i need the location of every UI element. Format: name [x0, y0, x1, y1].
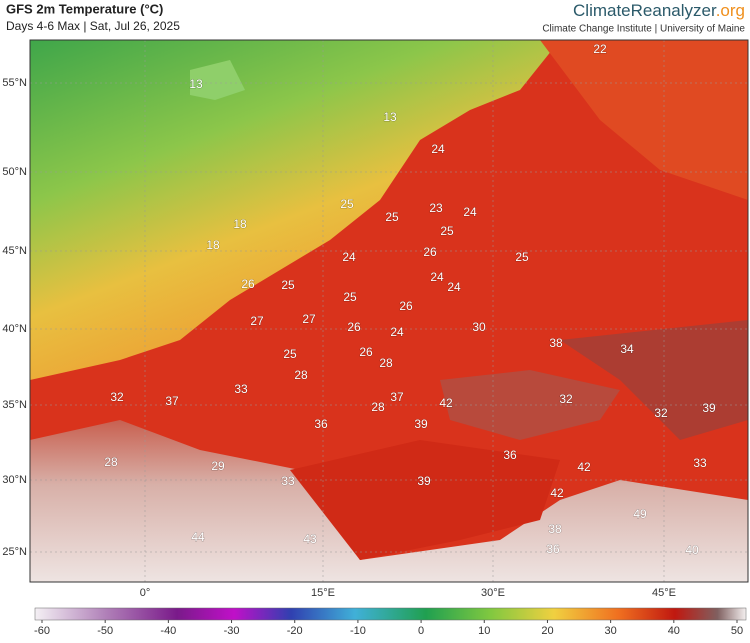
temperature-label: 26	[359, 345, 373, 359]
subtitle: Days 4-6 Max | Sat, Jul 26, 2025	[6, 19, 180, 33]
temperature-label: 40	[685, 543, 699, 557]
temperature-label: 24	[463, 205, 477, 219]
title: GFS 2m Temperature (°C)	[6, 1, 163, 16]
temperature-label: 27	[302, 312, 316, 326]
temperature-label: 26	[423, 245, 437, 259]
temperature-label: 38	[549, 336, 563, 350]
temperature-label: 29	[211, 459, 225, 473]
latitude-label: 45°N	[2, 245, 27, 257]
temperature-label: 36	[503, 448, 517, 462]
graticule	[30, 40, 748, 582]
temperature-label: 26	[399, 299, 413, 313]
latitude-label: 35°N	[2, 399, 27, 411]
latitude-label: 40°N	[2, 323, 27, 335]
temperature-label: 32	[559, 392, 573, 406]
temperature-label: 33	[234, 382, 248, 396]
temperature-label: 42	[550, 486, 564, 500]
latitude-label: 25°N	[2, 546, 27, 558]
colorbar-tick-label: 50	[731, 625, 743, 637]
temperature-label: 33	[281, 474, 295, 488]
temperature-label: 25	[343, 290, 357, 304]
longitude-label: 30°E	[481, 587, 505, 599]
brand-suffix: .org	[716, 1, 745, 20]
temperature-label: 23	[429, 201, 443, 215]
colorbar-tick-label: 0	[418, 625, 424, 637]
temperature-label: 28	[371, 400, 385, 414]
temperature-label: 25	[340, 197, 354, 211]
temperature-label: 43	[303, 532, 317, 546]
temperature-label: 26	[347, 320, 361, 334]
temperature-label: 18	[206, 238, 220, 252]
colorbar-tick-label: 20	[541, 625, 553, 637]
temperature-label: 38	[548, 522, 562, 536]
temperature-label: 28	[379, 356, 393, 370]
temperature-label: 25	[283, 347, 297, 361]
latitude-label: 50°N	[2, 166, 27, 178]
map-background	[30, 40, 748, 582]
temperature-label: 28	[104, 455, 118, 469]
temperature-label: 24	[431, 142, 445, 156]
temperature-label: 24	[430, 270, 444, 284]
temperature-label: 25	[281, 278, 295, 292]
temperature-label: 32	[110, 390, 124, 404]
longitude-label: 45°E	[652, 587, 676, 599]
temperature-label: 24	[390, 325, 404, 339]
colorbar-tick-label: -60	[34, 625, 50, 637]
temperature-label: 42	[439, 396, 453, 410]
temperature-label: 13	[189, 77, 203, 91]
temperature-label: 37	[390, 390, 404, 404]
temperature-label: 37	[165, 394, 179, 408]
temperature-label: 25	[515, 250, 529, 264]
temperature-label: 26	[241, 277, 255, 291]
brand: ClimateReanalyzer.org	[573, 1, 745, 20]
temperature-label: 44	[191, 530, 205, 544]
temperature-label: 49	[633, 507, 647, 521]
temperature-label: 39	[414, 417, 428, 431]
colorbar-tick-label: -10	[350, 625, 366, 637]
longitude-label: 15°E	[311, 587, 335, 599]
colorbar-tick-label: -30	[224, 625, 240, 637]
temperature-label: 22	[593, 42, 607, 56]
brand-name: ClimateReanalyzer	[573, 1, 717, 20]
colorbar-tick-label: 40	[668, 625, 680, 637]
temperature-label: 27	[250, 314, 264, 328]
temperature-label: 18	[233, 217, 247, 231]
colorbar	[34, 607, 747, 621]
colorbar-tick-label: 10	[478, 625, 490, 637]
latitude-label: 30°N	[2, 474, 27, 486]
temperature-label: 32	[654, 406, 668, 420]
longitude-label: 0°	[140, 587, 151, 599]
latitude-label: 55°N	[2, 77, 27, 89]
temperature-label: 34	[620, 342, 634, 356]
temperature-label: 39	[417, 474, 431, 488]
temperature-label: 30	[472, 320, 486, 334]
colorbar-tick-label: 30	[605, 625, 617, 637]
temperature-label: 24	[447, 280, 461, 294]
temperature-label: 13	[383, 110, 397, 124]
temperature-label: 42	[577, 460, 591, 474]
map-frame	[29, 39, 749, 583]
temperature-label: 39	[702, 401, 716, 415]
temperature-label: 36	[546, 542, 560, 556]
colorbar-tick-label: -50	[97, 625, 113, 637]
temperature-label: 25	[440, 224, 454, 238]
temperature-label: 28	[294, 368, 308, 382]
colorbar-tick-label: -40	[160, 625, 176, 637]
temperature-label: 24	[342, 250, 356, 264]
institute: Climate Change Institute | University of…	[542, 24, 745, 35]
colorbar-tick-label: -20	[287, 625, 303, 637]
temperature-label: 33	[693, 456, 707, 470]
temperature-label: 36	[314, 417, 328, 431]
temperature-label: 25	[385, 210, 399, 224]
